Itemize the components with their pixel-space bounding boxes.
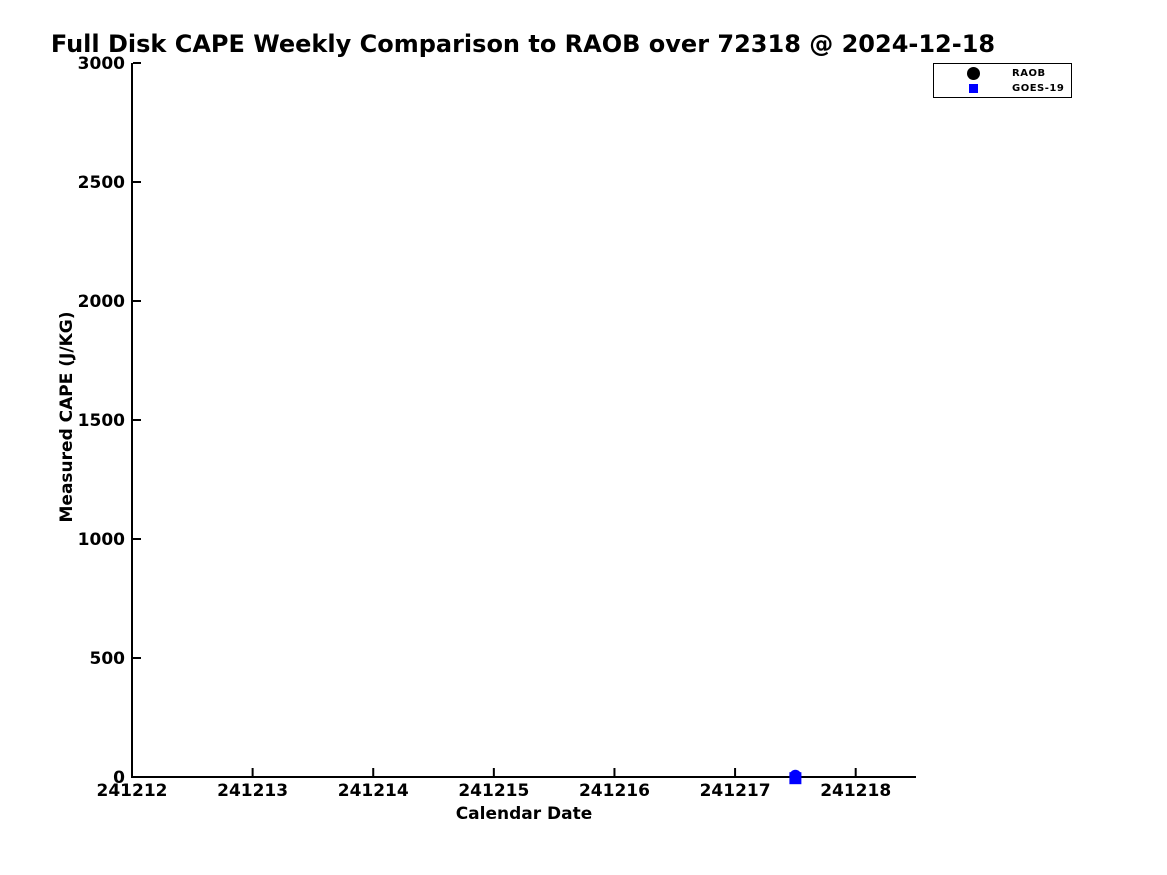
y-tick-label: 1000 xyxy=(78,530,125,550)
raob-circle-icon xyxy=(966,66,980,80)
x-tick-label: 241212 xyxy=(97,781,168,801)
GOES-19-data-point xyxy=(789,772,802,785)
x-tick-label: 241215 xyxy=(458,781,529,801)
legend-label-raob: RAOB xyxy=(1012,67,1046,79)
legend-row-raob: RAOB xyxy=(934,66,1071,80)
y-tick-label: 0 xyxy=(113,768,125,788)
y-tick-label: 500 xyxy=(90,649,126,669)
y-tick-label: 1500 xyxy=(78,411,125,431)
goes19-square-icon xyxy=(968,83,978,93)
x-tick-label: 241218 xyxy=(820,781,891,801)
x-tick-label: 241216 xyxy=(579,781,650,801)
legend-row-goes19: GOES-19 xyxy=(934,81,1071,95)
x-tick-label: 241213 xyxy=(217,781,288,801)
chart-title: Full Disk CAPE Weekly Comparison to RAOB… xyxy=(50,30,996,58)
legend: RAOB GOES-19 xyxy=(933,63,1072,98)
x-axis-label: Calendar Date xyxy=(455,804,593,824)
y-tick-label: 3000 xyxy=(78,54,125,74)
x-tick-label: 241217 xyxy=(700,781,771,801)
y-tick-label: 2000 xyxy=(78,292,125,312)
y-tick-label: 2500 xyxy=(78,173,125,193)
y-axis-label: Measured CAPE (J/KG) xyxy=(57,311,77,523)
legend-label-goes19: GOES-19 xyxy=(1012,82,1065,94)
x-tick-label: 241214 xyxy=(338,781,409,801)
